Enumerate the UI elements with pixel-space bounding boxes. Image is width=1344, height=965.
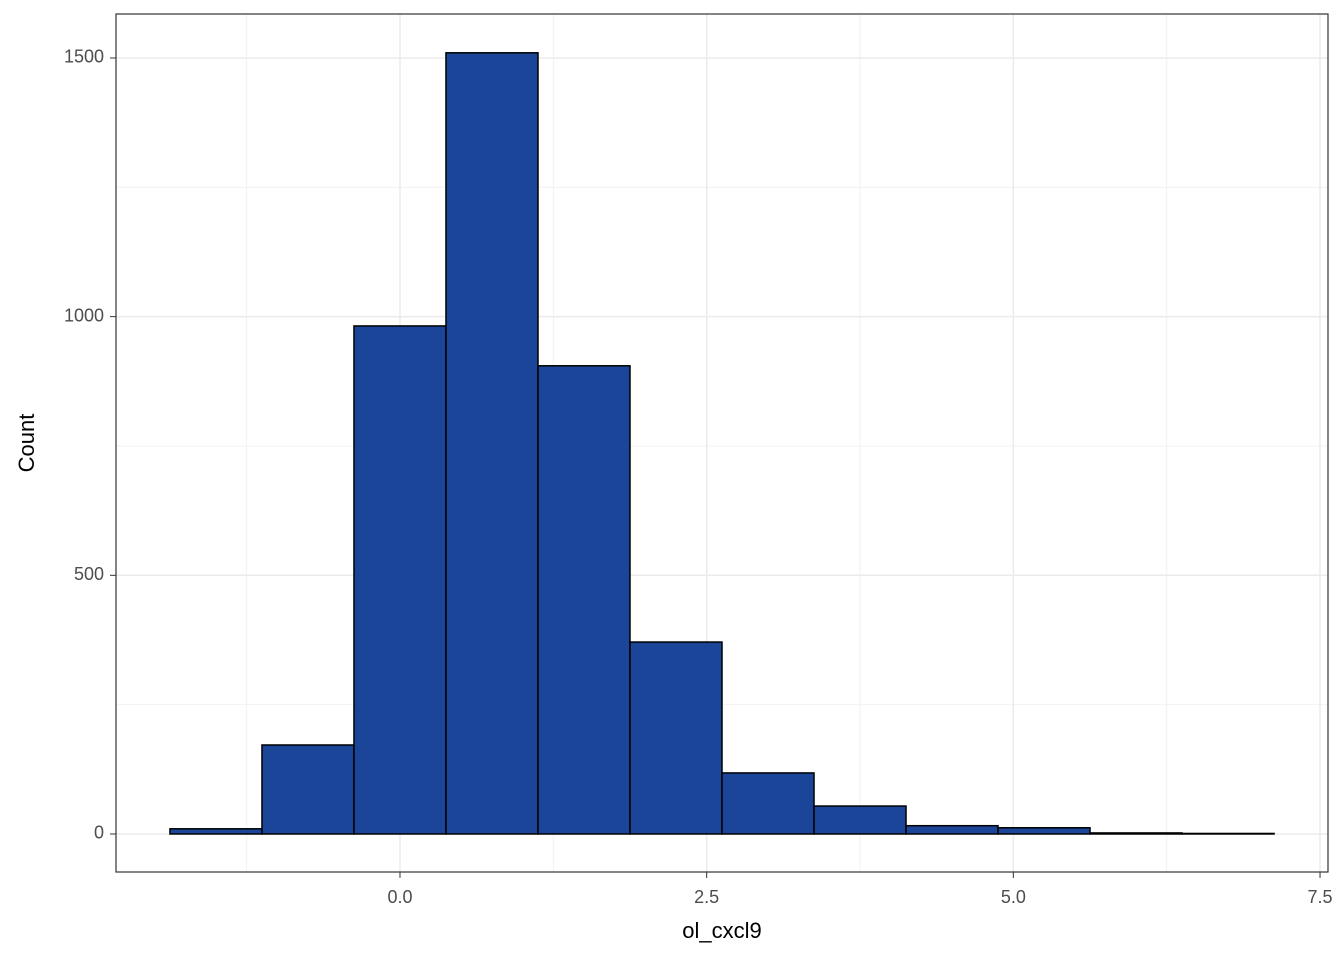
bar <box>905 824 999 835</box>
x-tick-label: 5.0 <box>1001 887 1026 907</box>
bar <box>629 641 723 835</box>
bar <box>169 828 263 835</box>
bar <box>1089 832 1183 835</box>
x-axis-title: ol_cxcl9 <box>682 918 761 943</box>
bar <box>813 805 907 835</box>
bar <box>261 744 355 835</box>
bar <box>997 827 1091 835</box>
y-tick-label: 500 <box>74 564 104 584</box>
y-tick-label: 1000 <box>64 305 104 325</box>
bar <box>353 325 447 835</box>
x-tick-label: 7.5 <box>1308 887 1333 907</box>
bar <box>721 772 815 835</box>
plot-border <box>115 13 1329 873</box>
bar <box>445 52 539 835</box>
x-tick-label: 2.5 <box>694 887 719 907</box>
bar <box>537 365 631 835</box>
y-axis-title: Count <box>14 414 39 473</box>
bar <box>1181 832 1275 835</box>
x-tick-label: 0.0 <box>387 887 412 907</box>
y-tick-label: 1500 <box>64 47 104 67</box>
y-tick-label: 0 <box>94 823 104 843</box>
